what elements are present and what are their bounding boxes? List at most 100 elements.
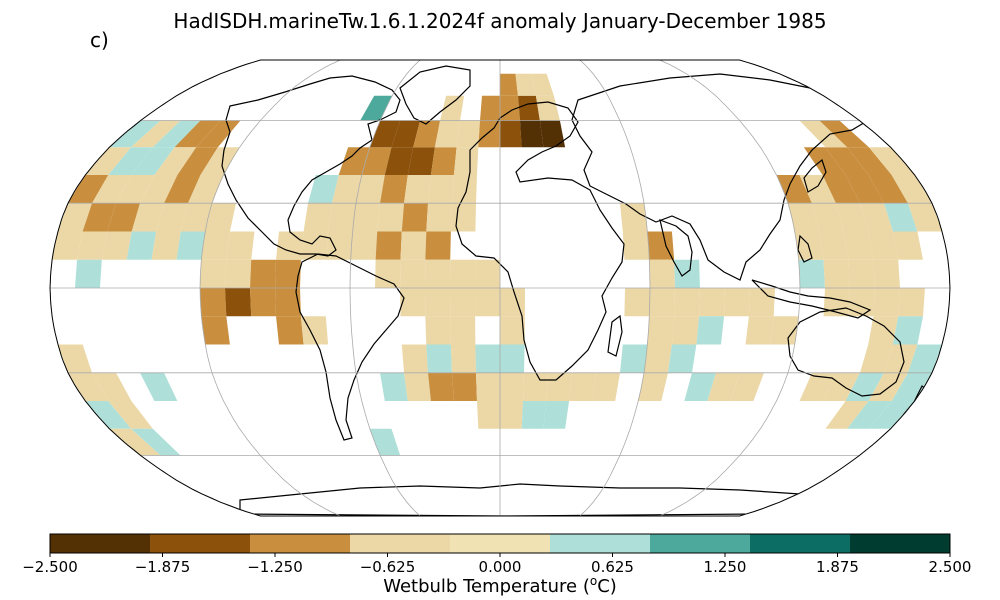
anomaly-cell — [428, 372, 454, 401]
anomaly-cell — [196, 120, 241, 148]
anomaly-cell — [426, 203, 452, 232]
anomaly-cell — [884, 203, 918, 232]
anomaly-cell — [140, 372, 178, 401]
anomaly-cell — [391, 120, 421, 148]
anomaly-cell — [434, 120, 461, 148]
anomaly-cell — [177, 147, 218, 175]
colorbar-swatch — [450, 534, 551, 553]
longitude-line — [659, 60, 801, 516]
anomaly-cell — [456, 120, 480, 148]
anomaly-cell — [52, 231, 83, 260]
anomaly-cell — [500, 401, 523, 429]
coastline-africa-europe — [455, 101, 625, 381]
anomaly-cell — [475, 288, 500, 317]
colorbar-swatch — [350, 534, 451, 553]
anomaly-cell — [647, 316, 675, 345]
anomaly-cell — [75, 259, 102, 288]
anomaly-cell — [225, 288, 252, 317]
anomaly-cell — [825, 401, 869, 429]
anomaly-cell — [868, 316, 899, 345]
anomaly-cell — [174, 120, 221, 148]
coastline-antarctica — [239, 483, 851, 516]
anomaly-cell — [799, 120, 848, 148]
anomaly-cell — [798, 259, 825, 288]
anomaly-cell — [868, 147, 915, 175]
anomaly-cell — [622, 231, 650, 260]
anomaly-cell — [328, 203, 356, 232]
anomaly-cell — [569, 372, 596, 401]
coastline-australia — [787, 307, 905, 397]
anomaly-cell — [300, 316, 329, 345]
anomaly-cell — [109, 120, 161, 148]
anomaly-cell — [425, 231, 451, 260]
anomaly-cell — [799, 372, 836, 401]
anomaly-cell — [428, 175, 454, 204]
anomaly-cell — [308, 175, 339, 204]
anomaly-cell — [860, 203, 893, 232]
colorbar-swatch — [50, 534, 151, 553]
anomaly-cell — [868, 401, 915, 429]
anomaly-cell — [535, 95, 560, 121]
anomaly-cell — [250, 259, 276, 288]
anomaly-cell — [649, 259, 675, 288]
colorbar-label: Wetbulb Temperature (oC) — [383, 574, 617, 597]
anomaly-cell — [847, 401, 892, 429]
anomaly-cell — [58, 203, 92, 232]
anomaly-cell — [644, 344, 672, 373]
anomaly-cell — [452, 175, 477, 204]
anomaly-cell — [450, 288, 476, 317]
anomaly-cell — [891, 175, 932, 204]
anomaly-cell — [500, 73, 518, 96]
anomaly-cell — [822, 372, 860, 401]
globe-outline — [49, 59, 951, 517]
anomaly-cell — [200, 259, 227, 288]
anomaly-cell — [892, 316, 923, 345]
colorbar-swatch — [250, 534, 351, 553]
anomaly-cell — [843, 231, 874, 260]
coastline-india — [659, 219, 693, 277]
anomaly-grid-cells — [52, 73, 942, 456]
anomaly-cell — [350, 231, 378, 260]
longitude-line — [579, 60, 651, 516]
anomaly-cell — [620, 344, 648, 373]
anomaly-cell — [440, 95, 465, 121]
anomaly-cell — [480, 95, 500, 121]
anomaly-cell — [425, 288, 451, 317]
coastline-philippines — [797, 234, 813, 263]
anomaly-cell — [108, 401, 153, 429]
colorbar-swatch — [150, 534, 251, 553]
anomaly-cell — [275, 288, 301, 317]
anomaly-cell — [475, 344, 500, 373]
anomaly-cell — [891, 372, 932, 401]
anomaly-cell — [724, 288, 750, 317]
anomaly-cell — [156, 203, 188, 232]
anomaly-cell — [624, 288, 650, 317]
anomaly-cell — [303, 203, 332, 232]
anomaly-cell — [539, 120, 566, 148]
anomaly-cell — [401, 203, 428, 232]
anomaly-cell — [500, 120, 522, 148]
panel-label: c) — [90, 28, 109, 52]
anomaly-cell — [425, 316, 451, 345]
anomaly-cell — [400, 231, 427, 260]
coastline-greenland — [399, 65, 471, 125]
anomaly-cell — [638, 372, 668, 401]
anomaly-cell — [848, 288, 875, 317]
anomaly-cell — [404, 175, 431, 204]
anomaly-cell — [873, 288, 900, 317]
anomaly-cell — [450, 259, 476, 288]
anomaly-cell — [131, 428, 181, 456]
anomaly-cell — [770, 316, 799, 345]
anomaly-cell — [369, 428, 401, 456]
anomaly-cell — [671, 316, 700, 345]
anomaly-cell — [126, 231, 157, 260]
anomaly-cell — [116, 175, 155, 204]
anomaly-cell — [898, 288, 925, 317]
anomaly-cell — [92, 372, 132, 401]
anomaly-cell — [425, 259, 451, 288]
anomaly-cell — [788, 203, 820, 232]
anomaly-cell — [131, 203, 164, 232]
anomaly-cell — [205, 203, 236, 232]
anomaly-cell — [748, 288, 775, 317]
anomaly-cell — [338, 147, 370, 175]
